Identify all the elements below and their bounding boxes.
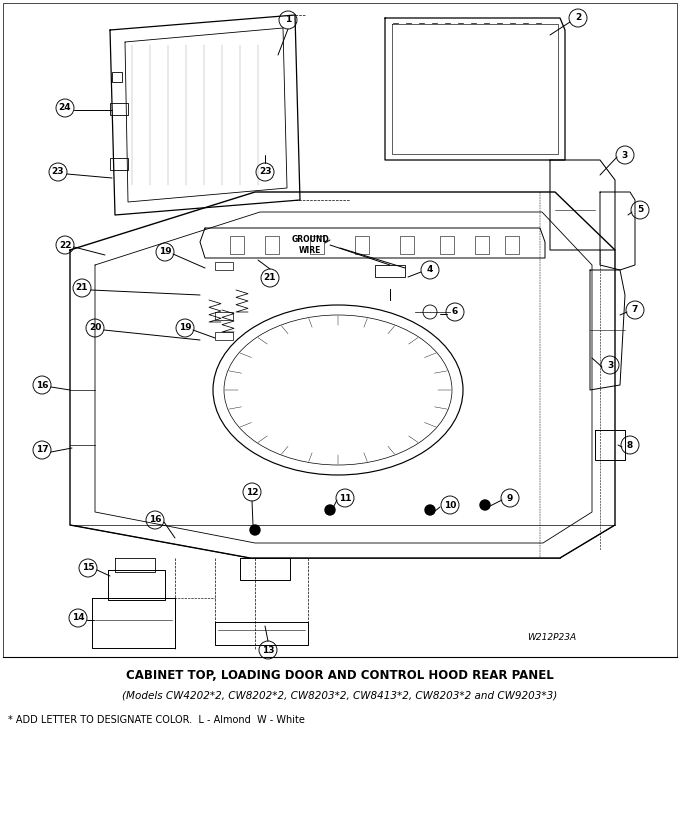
- Bar: [265, 236, 279, 254]
- Text: 23: 23: [259, 168, 271, 177]
- Text: 1: 1: [285, 15, 291, 24]
- Text: 8: 8: [627, 441, 633, 449]
- Bar: [310, 236, 324, 254]
- Circle shape: [250, 525, 260, 535]
- Text: 11: 11: [339, 494, 352, 503]
- Text: 24: 24: [58, 104, 71, 112]
- Text: 21: 21: [264, 273, 276, 282]
- Text: 10: 10: [444, 500, 456, 510]
- Bar: [215, 332, 233, 340]
- Bar: [110, 158, 128, 170]
- Text: 19: 19: [158, 247, 171, 256]
- Text: 16: 16: [36, 380, 48, 390]
- Bar: [475, 236, 489, 254]
- Text: (Models CW4202*2, CW8202*2, CW8203*2, CW8413*2, CW8203*2 and CW9203*3): (Models CW4202*2, CW8202*2, CW8203*2, CW…: [122, 690, 558, 700]
- Bar: [110, 103, 128, 115]
- Text: 14: 14: [71, 613, 84, 623]
- Text: 13: 13: [262, 645, 274, 654]
- Circle shape: [325, 505, 335, 515]
- Text: 20: 20: [89, 323, 101, 333]
- Bar: [440, 236, 454, 254]
- Text: 2: 2: [575, 13, 581, 23]
- Text: * ADD LETTER TO DESIGNATE COLOR.  L - Almond  W - White: * ADD LETTER TO DESIGNATE COLOR. L - Alm…: [8, 715, 305, 725]
- Circle shape: [480, 500, 490, 510]
- Text: 19: 19: [179, 323, 191, 333]
- Text: GROUND
WIRE: GROUND WIRE: [291, 235, 329, 255]
- Bar: [215, 262, 233, 270]
- Text: 16: 16: [149, 515, 161, 525]
- Text: 21: 21: [75, 283, 88, 292]
- Bar: [112, 72, 122, 82]
- Text: 15: 15: [82, 563, 95, 572]
- Text: 4: 4: [427, 266, 433, 275]
- Text: 3: 3: [622, 151, 628, 159]
- Text: 12: 12: [245, 488, 258, 496]
- Text: 3: 3: [607, 360, 613, 370]
- Bar: [230, 236, 244, 254]
- Bar: [375, 265, 405, 277]
- Bar: [3, 3, 677, 657]
- Bar: [215, 312, 233, 320]
- Text: W212P23A: W212P23A: [527, 634, 576, 643]
- Text: CABINET TOP, LOADING DOOR AND CONTROL HOOD REAR PANEL: CABINET TOP, LOADING DOOR AND CONTROL HO…: [126, 669, 554, 681]
- Text: 22: 22: [58, 241, 71, 250]
- Text: 7: 7: [632, 306, 639, 314]
- Circle shape: [425, 505, 435, 515]
- Bar: [355, 236, 369, 254]
- Bar: [400, 236, 414, 254]
- Text: 5: 5: [637, 205, 643, 215]
- Bar: [505, 236, 519, 254]
- Text: 9: 9: [507, 494, 513, 503]
- Text: 17: 17: [35, 446, 48, 454]
- Text: 6: 6: [452, 308, 458, 317]
- Text: 23: 23: [52, 168, 64, 177]
